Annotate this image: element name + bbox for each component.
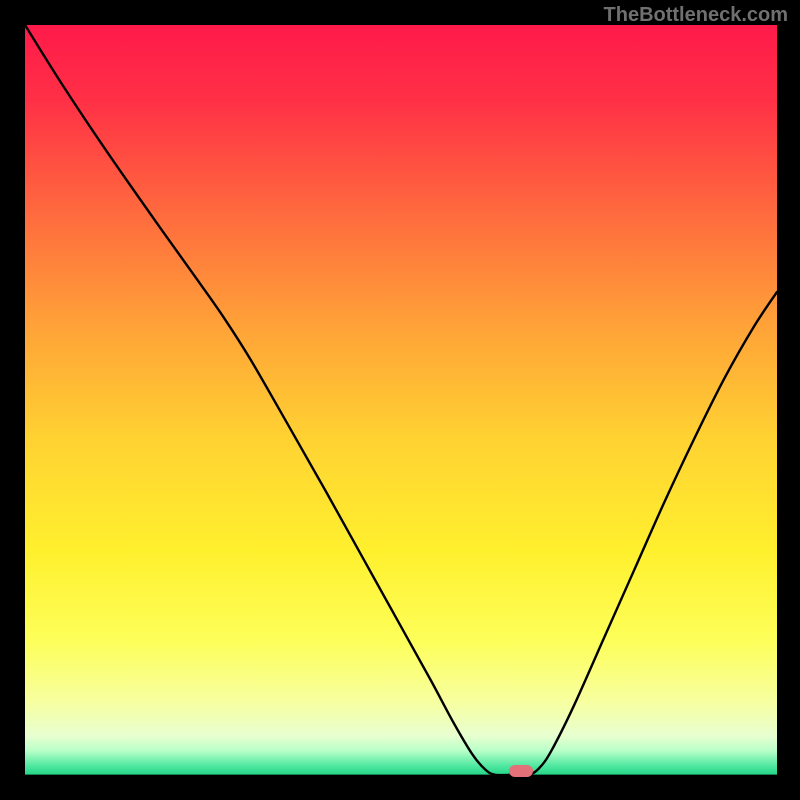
plot-area	[25, 25, 777, 777]
bottleneck-curve	[25, 25, 777, 775]
watermark-text: TheBottleneck.com	[604, 4, 788, 27]
chart-frame: TheBottleneck.com	[0, 0, 800, 800]
optimum-marker	[509, 765, 533, 777]
curve-layer	[25, 25, 777, 777]
